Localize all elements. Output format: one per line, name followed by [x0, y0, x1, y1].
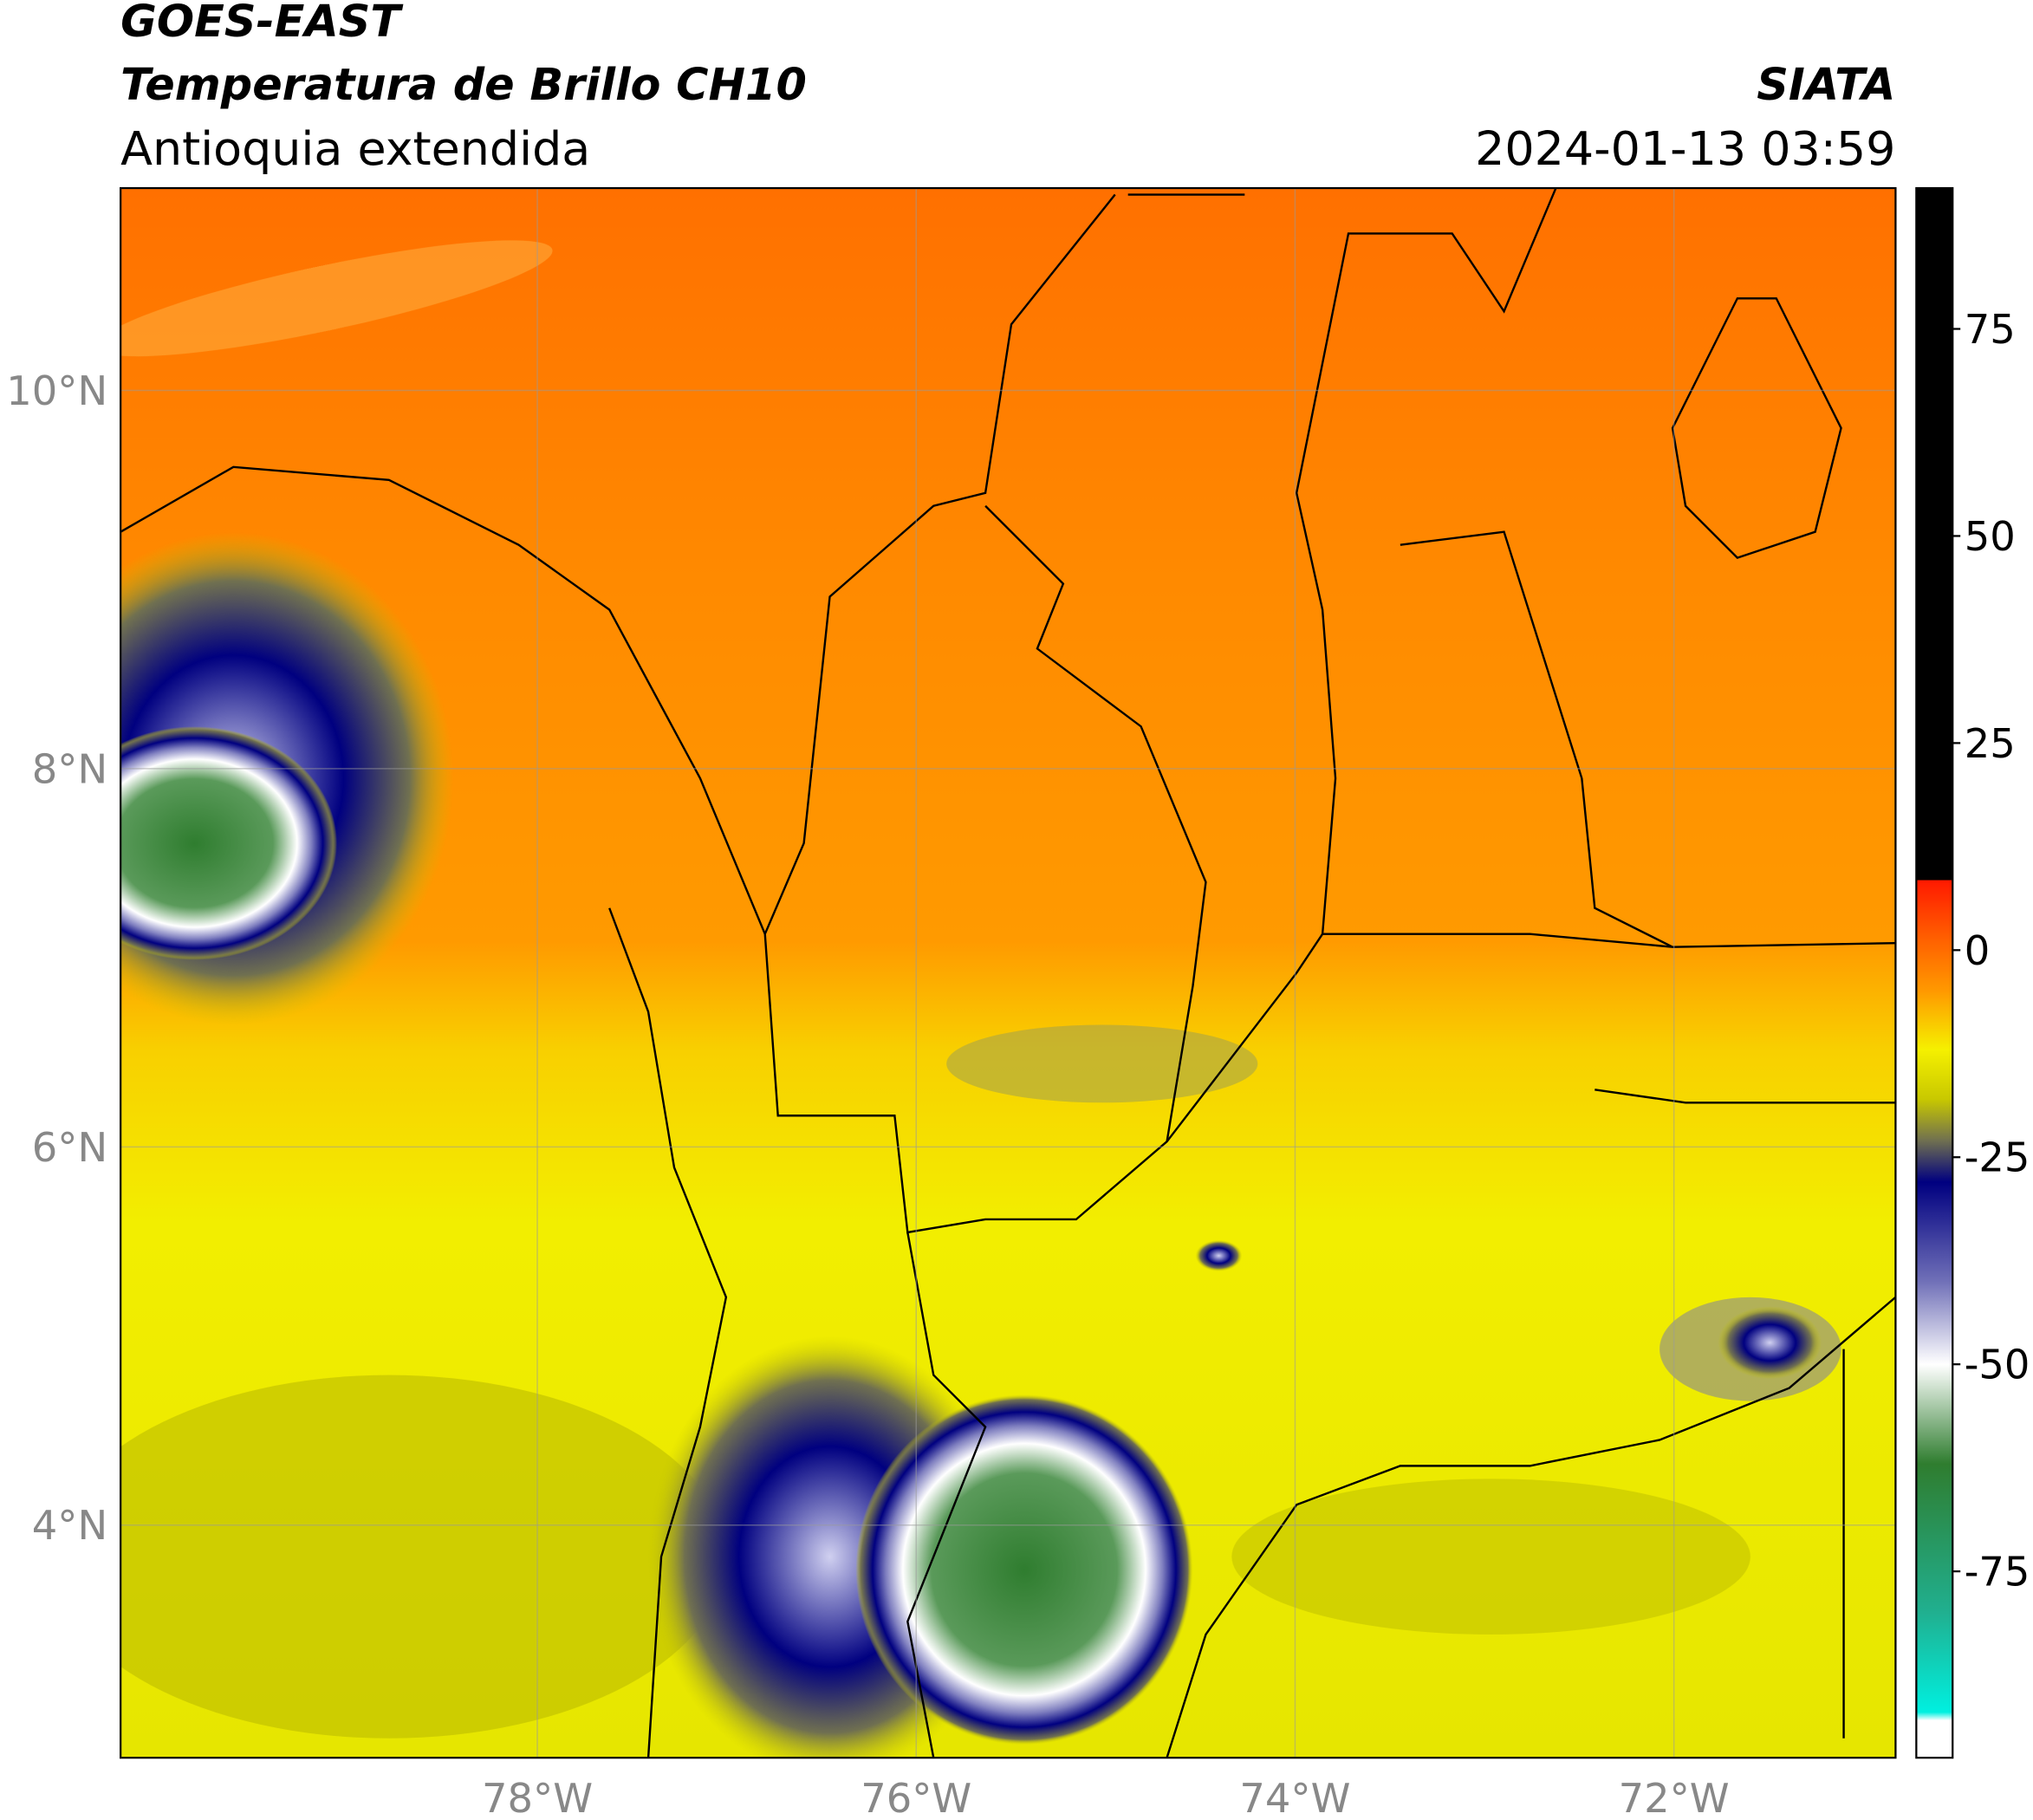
borders — [120, 188, 1896, 1758]
x-tick-label: 72°W — [1619, 1775, 1730, 1820]
grid — [120, 188, 1896, 1758]
cloud — [1718, 1306, 1822, 1380]
region: Antioquia extendida — [120, 121, 590, 176]
title: Temperatura de Brillo CH10 — [120, 59, 807, 110]
y-tick-label: 10°N — [6, 367, 107, 414]
axes: 78°W 76°W 74°W 72°W 4°N 6°N 8°N 10°N — [6, 367, 1729, 1820]
x-tick-label: 74°W — [1239, 1775, 1350, 1820]
colorbar-axis: 75 50 25 0 -25 -50 -75 — [1952, 306, 2030, 1596]
x-tick-label: 76°W — [861, 1775, 971, 1820]
timestamp: 2024-01-13 03:59 — [1475, 121, 1895, 176]
x-tick-label: 78°W — [482, 1775, 593, 1820]
y-tick-label: 6°N — [32, 1124, 107, 1171]
colorbar-tick-label: 0 — [1965, 927, 1991, 974]
colorbar-tick-label: -25 — [1965, 1134, 2030, 1181]
colorbar-tick-label: -75 — [1965, 1549, 2030, 1596]
map — [120, 188, 1896, 1758]
colorbar-tick-label: 75 — [1965, 306, 2016, 353]
haze — [120, 240, 1841, 1739]
colorbar-tick-label: 25 — [1965, 720, 2016, 767]
colorbar-tick-label: 50 — [1965, 513, 2016, 560]
cloud — [1195, 1239, 1243, 1271]
colorbar — [1915, 186, 1954, 1759]
cloud — [855, 1394, 1193, 1745]
colorbar-tick-label: -50 — [1965, 1342, 2030, 1388]
cloud — [120, 726, 337, 960]
agency: SIATA — [1757, 59, 1895, 110]
source: GOES-EAST — [120, 0, 404, 47]
map-frame — [120, 186, 1897, 1759]
y-tick-label: 4°N — [32, 1502, 107, 1549]
y-tick-label: 8°N — [32, 745, 107, 792]
